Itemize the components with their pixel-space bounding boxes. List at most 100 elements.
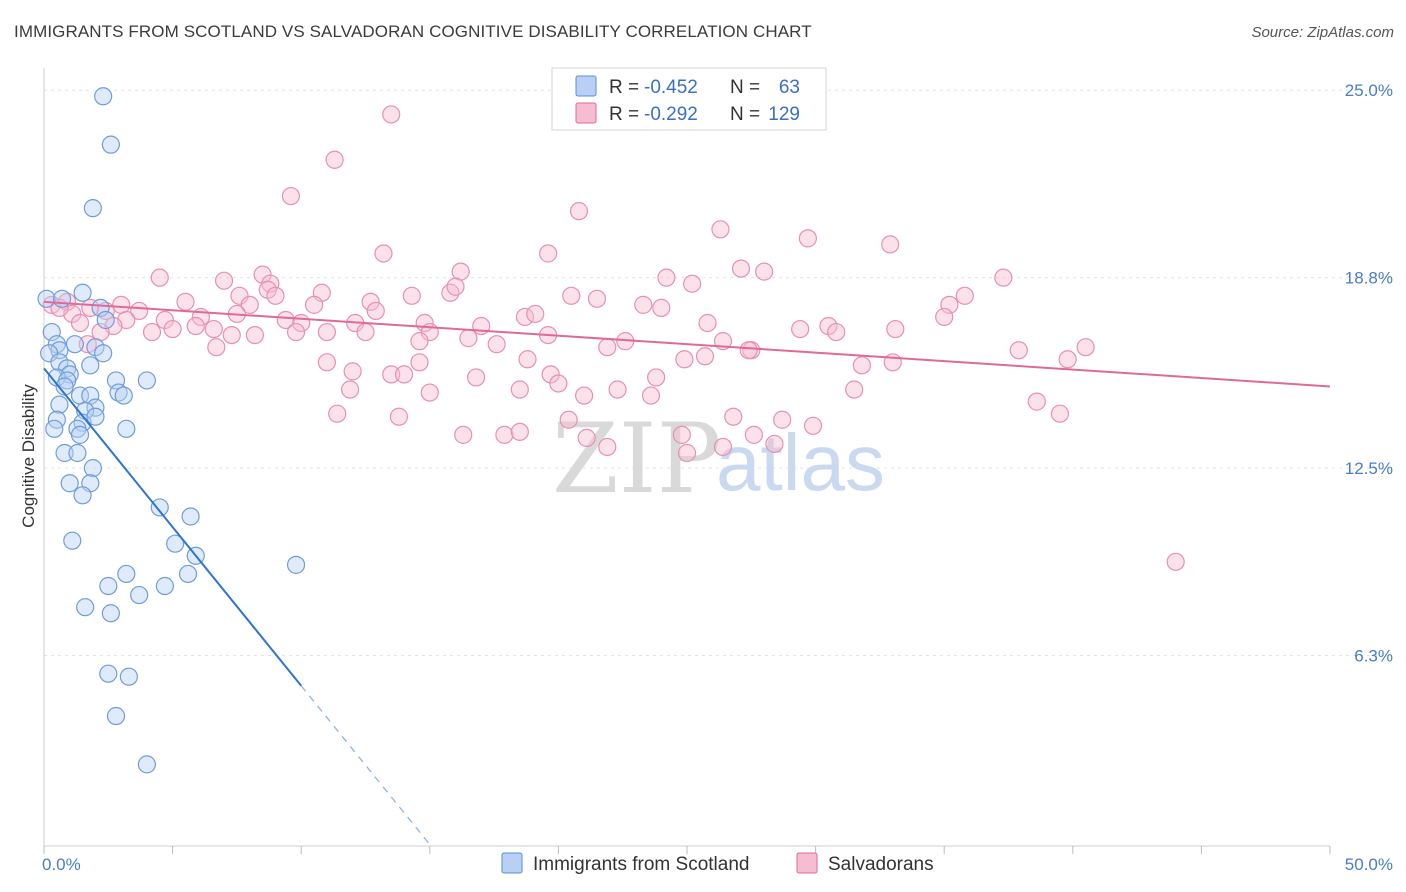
scotland-point: [81, 356, 100, 375]
scotland-points: [37, 87, 306, 774]
legend-r-value-blue: -0.452: [644, 77, 698, 98]
salvadorans-point: [672, 425, 691, 444]
salvadorans-point: [515, 307, 535, 327]
scotland-point: [63, 531, 82, 550]
salvadorans-point: [852, 356, 871, 375]
scotland-point: [73, 486, 92, 505]
salvadorans-point: [70, 313, 90, 333]
salvadorans-point: [304, 295, 324, 314]
salvadorans-point: [317, 353, 337, 372]
salvadorans-point: [675, 350, 694, 369]
scotland-point: [155, 576, 174, 596]
salvadorans-point: [634, 295, 653, 314]
salvadorans-point: [394, 365, 414, 384]
scotland-point: [94, 87, 113, 106]
scotland-point: [96, 310, 115, 330]
series-legend: Immigrants from Scotland Salvadorans: [501, 852, 934, 875]
salvadorans-point: [539, 244, 558, 263]
scotland-point: [117, 419, 136, 438]
salvadorans-point: [940, 295, 959, 314]
salvadorans-point: [340, 380, 360, 399]
legend-r-value-pink: -0.292: [644, 104, 698, 125]
legend-n-value-pink: 129: [768, 104, 800, 125]
salvadorans-point: [266, 286, 285, 305]
y-tick-label-0: 6.3%: [1354, 647, 1393, 666]
salvadorans-point: [827, 322, 846, 342]
scotland-point: [45, 419, 64, 438]
salvadorans-point: [389, 407, 409, 426]
salvadorans-point: [328, 404, 347, 423]
scotland-point: [99, 664, 118, 683]
scotland-point: [76, 598, 95, 617]
salvadorans-point: [459, 329, 478, 348]
salvadorans-point: [598, 437, 617, 457]
salvadorans-point: [150, 268, 169, 287]
legend-r-label-pink: R =: [609, 104, 639, 125]
salvadorans-trend-line: [43, 300, 1331, 388]
salvadorans-point: [112, 295, 131, 314]
legend-swatch-blue: [575, 75, 597, 97]
y-tick-label-1: 12.5%: [1345, 459, 1393, 478]
grid: [44, 89, 1394, 657]
salvadorans-point: [773, 410, 792, 429]
scotland-point: [37, 289, 56, 308]
salvadorans-point: [286, 322, 306, 342]
salvadorans-point: [711, 220, 730, 239]
salvadorans-point: [245, 326, 265, 345]
salvadorans-point: [713, 437, 733, 457]
y-tick-label-2: 18.8%: [1345, 269, 1393, 288]
salvadorans-point: [420, 383, 439, 402]
scotland-point: [101, 135, 120, 154]
salvadorans-point: [935, 307, 954, 327]
salvadorans-point: [382, 105, 401, 124]
legend-swatch-pink: [575, 102, 597, 124]
salvadorans-point: [1027, 392, 1046, 411]
salvadorans-point: [994, 268, 1013, 287]
salvadorans-point: [549, 374, 568, 393]
scotland-point: [40, 344, 59, 363]
scotland-point: [86, 407, 105, 426]
scotland-point: [119, 667, 138, 686]
salvadorans-point: [647, 368, 666, 387]
scotland-point: [94, 344, 113, 363]
salvadorans-point: [755, 262, 774, 281]
scotland-point: [83, 199, 102, 218]
scotland-point: [181, 507, 200, 526]
x-tick-labels: 0.0% 50.0%: [42, 855, 1393, 874]
salvadorans-point: [487, 335, 506, 354]
legend-box: [551, 67, 827, 131]
salvadorans-point: [695, 347, 715, 366]
salvadorans-point: [598, 338, 617, 357]
scotland-point: [178, 564, 198, 584]
salvadorans-point: [214, 271, 234, 290]
salvadorans-point: [207, 338, 226, 357]
scotland-point: [130, 585, 149, 605]
salvadorans-point: [765, 434, 784, 454]
stats-legend: R = -0.452 N = 63 R = -0.292 N = 129: [551, 67, 827, 131]
salvadorans-point: [845, 380, 864, 399]
salvadorans-point: [575, 386, 594, 405]
watermark-atlas: atlas: [716, 418, 885, 507]
salvadorans-point: [683, 274, 702, 293]
salvadorans-point: [204, 319, 223, 339]
salvadorans-point: [240, 295, 259, 314]
salvadorans-point: [361, 292, 380, 311]
salvadorans-point: [186, 316, 205, 336]
salvadorans-point: [495, 425, 514, 444]
series-legend-swatch-scotland: [501, 852, 523, 874]
scotland-point: [137, 755, 156, 774]
salvadorans-point: [562, 286, 581, 305]
salvadorans-point: [176, 292, 195, 311]
salvadorans-point: [366, 301, 385, 321]
series-legend-swatch-salvadorans: [796, 852, 818, 874]
salvadorans-point: [402, 286, 421, 305]
salvadorans-point: [798, 229, 817, 248]
salvadorans-point: [641, 386, 661, 405]
scotland-point: [47, 368, 66, 387]
salvadorans-point: [230, 286, 249, 305]
chart-title: IMMIGRANTS FROM SCOTLAND VS SALVADORAN C…: [14, 22, 812, 41]
series-legend-label-salvadorans: Salvadorans: [828, 854, 934, 875]
salvadorans-point: [526, 304, 545, 324]
watermark: ZIP atlas: [552, 403, 885, 515]
